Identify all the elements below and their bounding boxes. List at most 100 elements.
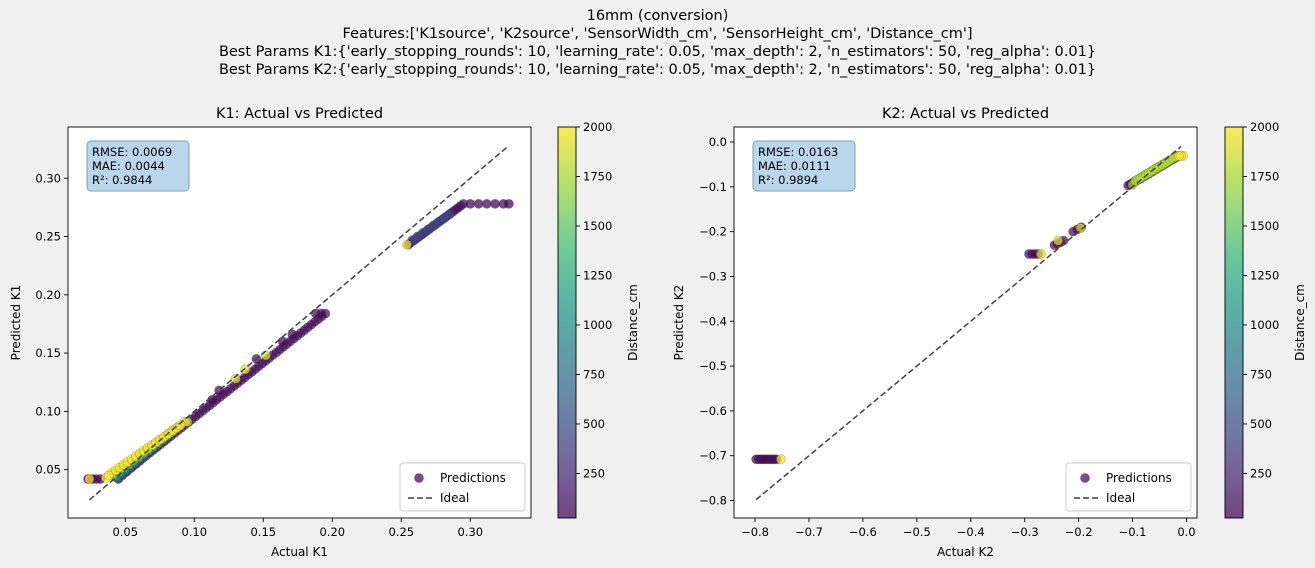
colorbar-tick-label: 2000	[583, 120, 612, 134]
axes-frame	[67, 126, 532, 519]
x-tick-label: 0.25	[388, 525, 414, 539]
plot-area	[734, 127, 1197, 518]
y-tick-label: −0.2	[699, 225, 727, 239]
scatter-point	[503, 198, 514, 209]
figure-title-line-1: 16mm (conversion)	[586, 8, 729, 24]
legend-marker-predictions	[414, 473, 424, 483]
legend-box	[399, 462, 526, 512]
scatter-point	[481, 198, 492, 209]
ideal-line	[755, 145, 1182, 501]
colorbar-gradient-bar	[558, 127, 576, 518]
colorbar-tick-label: 500	[583, 417, 605, 431]
colorbar-tick-label: 500	[1250, 417, 1272, 431]
colorbar-tick-label: 1250	[583, 268, 612, 282]
legend: Predictions Ideal	[1065, 462, 1192, 512]
scatter-point	[287, 329, 298, 340]
stats-box-background	[752, 140, 856, 192]
subplot-1: K1: Actual vs Predicted 0.05 0.10 0.15 0.20 0…	[9, 106, 640, 559]
scatter-point	[1036, 249, 1046, 259]
stats-box-background	[86, 140, 190, 192]
ideal-line	[88, 145, 510, 501]
x-tick-label: 0.10	[181, 525, 207, 539]
scatter-point	[84, 474, 95, 484]
x-tick-label: −0.8	[741, 525, 769, 539]
x-axis-label: Actual K2	[937, 545, 994, 559]
y-axis-label: Predicted K1	[9, 285, 23, 361]
subplot-title: K2: Actual vs Predicted	[882, 106, 1049, 122]
colorbar-tick-label: 750	[583, 367, 605, 381]
y-axis-label: Predicted K2	[672, 285, 686, 361]
colorbar-label: Distance_cm	[626, 284, 640, 361]
legend-box	[1065, 462, 1192, 512]
colorbar-label: Distance_cm	[1293, 284, 1307, 361]
colorbar: 250 500 750 1000 1250 1500 1750 2000 Distance_cm	[1224, 120, 1307, 519]
colorbar-tick-label: 250	[583, 466, 605, 480]
x-tick-label: −0.2	[1065, 525, 1093, 539]
colorbar-tick-label: 1750	[1250, 169, 1279, 183]
colorbar-tick-label: 750	[1250, 367, 1272, 381]
axes-frame	[733, 126, 1198, 519]
legend-label-ideal: Ideal	[1106, 491, 1135, 505]
y-tick-label: 0.15	[35, 346, 61, 360]
scatter-point	[444, 209, 455, 220]
legend-label-predictions: Predictions	[1106, 471, 1172, 485]
stats-line: RMSE: 0.0163	[758, 145, 838, 159]
y-tick-label: −0.7	[699, 449, 727, 463]
scatter-point	[490, 198, 500, 209]
x-tick-label: −0.3	[1011, 525, 1039, 539]
x-tick-label: −0.6	[849, 525, 877, 539]
colorbar-gradient-bar	[1225, 127, 1243, 518]
x-tick-label: 0.0	[1177, 525, 1195, 539]
colorbar-tick-label: 1000	[583, 318, 612, 332]
y-tick-label: 0.25	[35, 230, 61, 244]
y-tick-label: 0.05	[35, 463, 61, 477]
legend-marker-predictions	[1080, 473, 1090, 483]
legend-label-predictions: Predictions	[440, 471, 506, 485]
scatter-point	[230, 373, 241, 384]
scatter-point	[1053, 235, 1063, 246]
colorbar-tick-label: 1500	[1250, 219, 1279, 233]
x-tick-label: 0.15	[250, 525, 276, 539]
colorbar-tick-label: 1750	[583, 169, 612, 183]
figure-title-line-2: Features:['K1source', 'K2source', 'Senso…	[342, 26, 973, 42]
stats-line: R²: 0.9844	[92, 173, 152, 187]
colorbar-frame	[1224, 126, 1244, 519]
figure-title-line-3: Best Params K1:{'early_stopping_rounds':…	[218, 44, 1097, 60]
scatter-points	[83, 198, 514, 484]
scatter-point	[240, 364, 251, 375]
scatter-point	[316, 308, 327, 319]
subplot-title: K1: Actual vs Predicted	[216, 106, 383, 122]
colorbar-tick-label: 250	[1250, 466, 1272, 480]
x-tick-label: 0.05	[112, 525, 138, 539]
scatter-point	[1075, 223, 1086, 233]
x-tick-label: −0.5	[903, 525, 931, 539]
scatter-point	[261, 350, 271, 361]
stats-line: RMSE: 0.0069	[92, 145, 172, 159]
x-axis-label: Actual K1	[271, 545, 328, 559]
colorbar-tick-label: 1250	[1250, 268, 1279, 282]
x-tick-label: 0.30	[457, 525, 483, 539]
y-tick-label: −0.8	[699, 494, 727, 508]
y-tick-label: 0.20	[35, 288, 61, 302]
x-tick-label: −0.7	[795, 525, 823, 539]
colorbar-tick-label: 2000	[1250, 120, 1279, 134]
y-tick-label: 0.10	[35, 404, 61, 418]
x-tick-label: −0.1	[1119, 525, 1147, 539]
colorbar-frame	[557, 126, 577, 519]
figure-title-line-4: Best Params K2:{'early_stopping_rounds':…	[218, 62, 1097, 78]
scatter-point	[401, 239, 412, 250]
y-tick-label: −0.5	[699, 359, 727, 373]
x-tick-label: 0.20	[319, 525, 345, 539]
colorbar-tick-label: 1000	[1250, 318, 1279, 332]
scatter-point	[277, 336, 288, 347]
y-tick-label: −0.4	[699, 314, 727, 328]
scatter-point	[103, 470, 114, 481]
scatter-point	[175, 420, 186, 431]
legend: Predictions Ideal	[399, 462, 526, 512]
scatter-point	[776, 454, 786, 465]
colorbar: 250 500 750 1000 1250 1500 1750 2000 Distance_cm	[557, 120, 640, 519]
colorbar-tick-label: 1500	[583, 219, 612, 233]
